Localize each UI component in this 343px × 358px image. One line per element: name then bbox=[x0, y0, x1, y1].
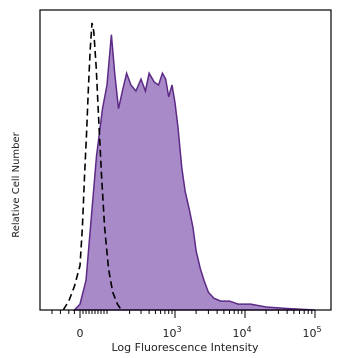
stained-histogram bbox=[72, 34, 316, 311]
isotype-control-histogram bbox=[62, 22, 123, 311]
x-tick-label: 105 bbox=[302, 325, 321, 340]
plot-frame bbox=[39, 9, 332, 311]
x-tick-label: 104 bbox=[232, 325, 251, 340]
x-axis-label: Log Fluorescence Intensity bbox=[112, 341, 259, 354]
y-axis-label: Relative Cell Number bbox=[11, 131, 22, 237]
x-tick-label: 0 bbox=[77, 327, 84, 340]
x-tick-label: 103 bbox=[162, 325, 181, 340]
plot-area bbox=[62, 22, 316, 311]
x-axis-ticks: 0 103 104 105 bbox=[51, 310, 322, 340]
